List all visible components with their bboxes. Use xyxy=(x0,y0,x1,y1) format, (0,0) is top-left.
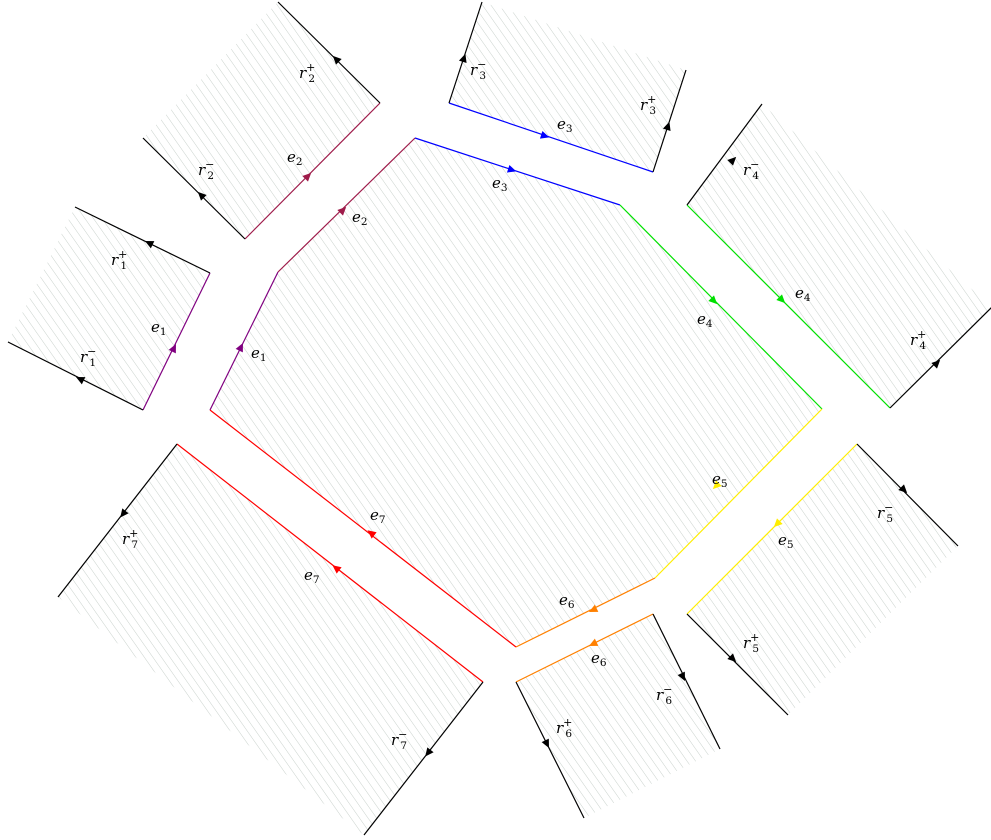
arrow-region-6-edge xyxy=(588,638,599,646)
edge-e5 xyxy=(654,408,823,579)
arrow-e6 xyxy=(588,604,599,612)
ray-r5-minus xyxy=(856,443,959,547)
region-1-edge xyxy=(142,272,211,411)
label-e2-central: e2 xyxy=(352,208,368,228)
region-5-edge xyxy=(686,443,858,615)
arrow-e3 xyxy=(506,164,517,173)
ray-r3-minus xyxy=(448,1,483,104)
label-r1-minus: r− 1 xyxy=(80,345,96,369)
arrow-e4 xyxy=(708,295,718,305)
region-3-edge xyxy=(448,102,654,173)
arrow-r7-plus xyxy=(120,508,129,518)
edge-e2 xyxy=(277,137,416,273)
arrow-r3-plus xyxy=(662,121,671,132)
region-6-edge xyxy=(515,613,654,683)
label-e5-region: e5 xyxy=(778,531,794,551)
arrow-e7 xyxy=(367,530,377,539)
arrow-r2-minus xyxy=(197,191,207,201)
region-2-edge xyxy=(244,102,381,240)
arrow-r7-minus xyxy=(425,747,434,757)
arrow-r4-plus xyxy=(931,359,941,369)
ray-r6-plus xyxy=(515,681,585,819)
label-r6-minus: r− 6 xyxy=(656,683,672,707)
ray-r4-minus xyxy=(686,103,763,206)
arrow-r1-plus xyxy=(144,241,155,249)
arrow-e1 xyxy=(235,342,243,353)
ray-r1-plus xyxy=(74,206,211,274)
edge-e3 xyxy=(414,137,621,206)
label-r5-plus: r+ 5 xyxy=(743,631,759,655)
label-r6-plus: r+ 6 xyxy=(556,716,572,740)
arrow-r5-plus xyxy=(727,653,737,663)
label-e3-central: e3 xyxy=(492,174,508,194)
label-r3-minus: r− 3 xyxy=(470,58,486,82)
edge-e6 xyxy=(515,577,656,648)
label-r2-plus: r+ 2 xyxy=(299,61,315,85)
label-e1-region: e1 xyxy=(151,318,167,338)
ray-r5-plus xyxy=(686,613,789,716)
region-4 xyxy=(687,104,991,408)
arrow-region-4-edge xyxy=(776,294,786,304)
arrow-region-5-edge xyxy=(773,518,783,528)
ray-r7-minus xyxy=(363,681,484,836)
arrow-r1-minus xyxy=(75,377,86,385)
arrow-r3-minus xyxy=(458,53,467,64)
arrow-r2-plus xyxy=(332,55,342,65)
region-2 xyxy=(143,2,380,239)
central-polygon-region xyxy=(210,138,822,647)
label-r7-minus: r− 7 xyxy=(391,728,407,752)
label-r7-plus: r+ 7 xyxy=(122,527,138,551)
region-3 xyxy=(449,2,686,172)
label-e1-central: e1 xyxy=(251,344,267,364)
arrow-e2 xyxy=(337,206,347,216)
ray-r2-plus xyxy=(277,1,381,104)
region-5 xyxy=(687,444,958,715)
label-e7-central: e7 xyxy=(370,506,386,526)
label-r4-minus: r− 4 xyxy=(743,158,759,182)
label-r2-minus: r− 2 xyxy=(198,158,214,182)
arrow-region-7-edge xyxy=(332,565,342,574)
region-4-edge xyxy=(686,204,891,409)
region-1 xyxy=(8,207,210,410)
arrow-r6-plus xyxy=(541,738,549,749)
label-e6-region: e6 xyxy=(591,649,607,669)
label-e3-region: e3 xyxy=(557,115,573,135)
edge-e1 xyxy=(209,271,279,411)
ray-r3-plus xyxy=(652,69,687,173)
ray-r4-plus xyxy=(889,307,991,409)
label-e5-central: e5 xyxy=(712,470,728,490)
arrow-r6-minus xyxy=(677,671,685,682)
arrow-region-3-edge xyxy=(539,130,550,139)
label-e4-central: e4 xyxy=(697,310,713,330)
label-e4-region: e4 xyxy=(795,284,811,304)
region-7-edge xyxy=(176,443,484,683)
label-r5-minus: r− 5 xyxy=(877,501,893,525)
label-e7-region: e7 xyxy=(304,566,320,586)
ray-r2-minus xyxy=(142,137,246,240)
label-e2-region: e2 xyxy=(287,148,303,168)
region-7 xyxy=(58,444,483,835)
label-e6-central: e6 xyxy=(559,591,575,611)
ray-r7-plus xyxy=(57,443,178,598)
ray-r6-minus xyxy=(652,613,721,750)
region-6 xyxy=(516,614,720,818)
arrow-r5-minus xyxy=(898,484,908,494)
arrow-region-1-edge xyxy=(168,343,176,354)
label-r4-plus: r+ 4 xyxy=(910,328,926,352)
arrow-r4-minus xyxy=(727,156,737,166)
edge-e7 xyxy=(209,409,517,648)
label-r1-plus: r+ 1 xyxy=(111,248,127,272)
edge-e4 xyxy=(619,204,823,410)
ray-r1-minus xyxy=(7,341,144,411)
label-r3-plus: r+ 3 xyxy=(640,93,656,117)
arrow-region-2-edge xyxy=(302,172,312,182)
arrow-e5 xyxy=(712,480,722,490)
